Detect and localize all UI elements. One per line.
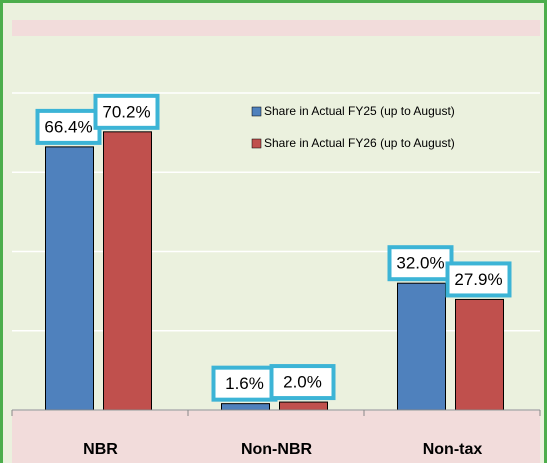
value-label-box <box>93 93 160 130</box>
value-label: 32.0% <box>396 254 444 273</box>
x-tick-label: Non-NBR <box>241 441 313 458</box>
value-label-box <box>445 261 512 298</box>
legend-label: Share in Actual FY25 (up to August) <box>264 104 455 118</box>
value-label: 27.9% <box>454 270 502 289</box>
bar <box>279 401 328 411</box>
category-band <box>12 410 540 463</box>
legend-swatch <box>251 138 262 149</box>
value-label-box <box>269 364 336 401</box>
bar <box>103 131 152 411</box>
plot: NBR 66.4% 70.2% Non-NBR 1.6% 2.0% Non-tax 32.0%… <box>11 92 541 458</box>
value-label: 1.6% <box>225 374 264 393</box>
value-label: 2.0% <box>283 373 322 392</box>
top-band <box>12 20 540 36</box>
bar <box>397 282 446 411</box>
x-tick-label: NBR <box>83 441 118 458</box>
value-label: 66.4% <box>44 117 92 136</box>
value-label: 70.2% <box>102 102 150 121</box>
x-tick-label: Non-tax <box>423 441 483 458</box>
legend-swatch <box>251 106 262 117</box>
bar <box>455 298 504 411</box>
value-label-box <box>387 245 454 282</box>
bar <box>221 403 270 411</box>
bar <box>45 146 94 411</box>
legend-label: Share in Actual FY26 (up to August) <box>264 136 455 150</box>
